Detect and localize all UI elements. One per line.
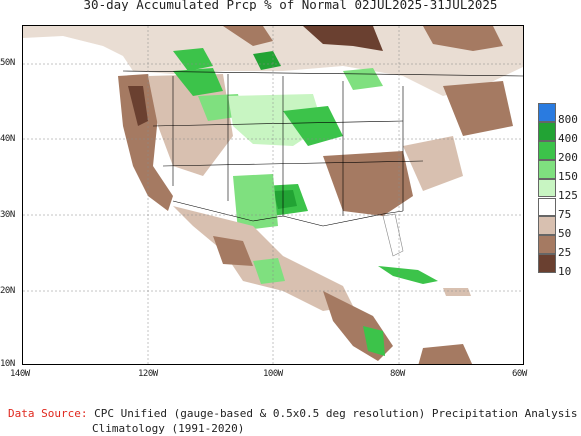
legend-label: 400: [557, 132, 579, 145]
legend-swatch: [538, 254, 556, 274]
legend-label: 75: [557, 208, 573, 221]
legend-swatch: [538, 197, 556, 217]
lon-label-120w: 120W: [138, 369, 158, 379]
lat-label-10n: 10N: [0, 359, 15, 369]
precip-map: [22, 25, 524, 365]
lon-label-60w: 60W: [512, 369, 527, 379]
legend-label: 150: [557, 170, 579, 183]
data-source-line: Data Source: CPC Unified (gauge-based & …: [8, 407, 578, 420]
legend-swatch: [538, 159, 556, 179]
legend-swatch: [538, 178, 556, 198]
legend-label: 200: [557, 151, 579, 164]
lon-label-100w: 100W: [263, 369, 283, 379]
lon-label-140w: 140W: [10, 369, 30, 379]
legend-swatch: [538, 235, 556, 255]
data-source-text: CPC Unified (gauge-based & 0.5x0.5 deg r…: [94, 407, 578, 420]
legend-swatch: [538, 121, 556, 141]
legend-swatch: [538, 216, 556, 236]
lat-label-40n: 40N: [0, 134, 15, 144]
legend-swatch: [538, 103, 556, 122]
precip-map-canvas: [23, 26, 523, 364]
legend-label: 10: [557, 265, 573, 278]
legend-label: 50: [557, 227, 573, 240]
map-title: 30-day Accumulated Prcp % of Normal 02JU…: [83, 0, 498, 11]
legend-label: 800: [557, 113, 579, 126]
lat-label-50n: 50N: [0, 58, 15, 68]
data-source-label: Data Source:: [8, 407, 88, 420]
legend-label: 125: [557, 189, 579, 202]
lon-label-80w: 80W: [390, 369, 405, 379]
lat-label-20n: 20N: [0, 286, 15, 296]
legend-swatch: [538, 140, 556, 160]
lat-label-30n: 30N: [0, 210, 15, 220]
climatology-line: Climatology (1991-2020): [92, 422, 245, 435]
legend-label: 25: [557, 246, 573, 259]
